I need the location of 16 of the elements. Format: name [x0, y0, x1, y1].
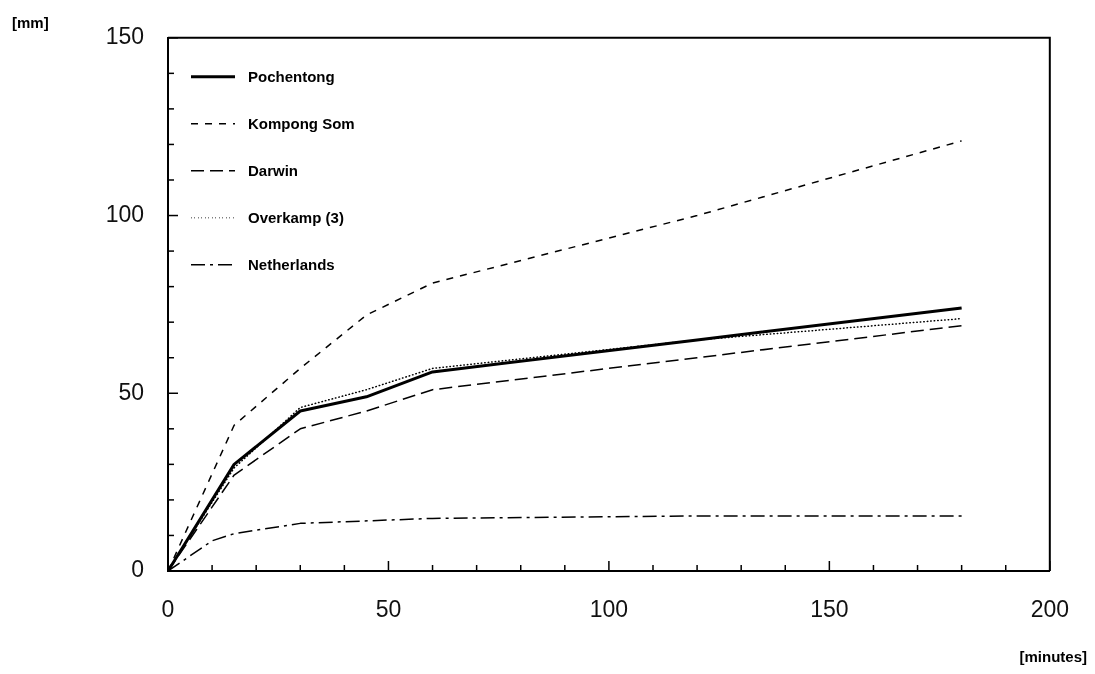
legend-label: Overkamp (3) [248, 208, 344, 226]
x-tick-label: 100 [589, 596, 629, 623]
legend-label: Darwin [248, 161, 299, 179]
x-axis-title: [minutes] [1019, 648, 1087, 666]
y-tick-label: 0 [131, 556, 144, 583]
y-tick-label: 50 [118, 378, 144, 405]
y-tick-label: 100 [105, 200, 144, 227]
x-tick-label: 150 [810, 596, 849, 623]
x-tick-label: 50 [375, 596, 402, 623]
y-tick-label: 150 [105, 23, 144, 50]
x-tick-label: 0 [161, 596, 175, 623]
legend-label: Netherlands [248, 255, 335, 273]
x-tick-label: 200 [1030, 596, 1069, 623]
legend-label: Kompong Som [248, 114, 355, 132]
y-axis-title: [mm] [12, 14, 49, 32]
legend-label: Pochentong [248, 67, 335, 85]
